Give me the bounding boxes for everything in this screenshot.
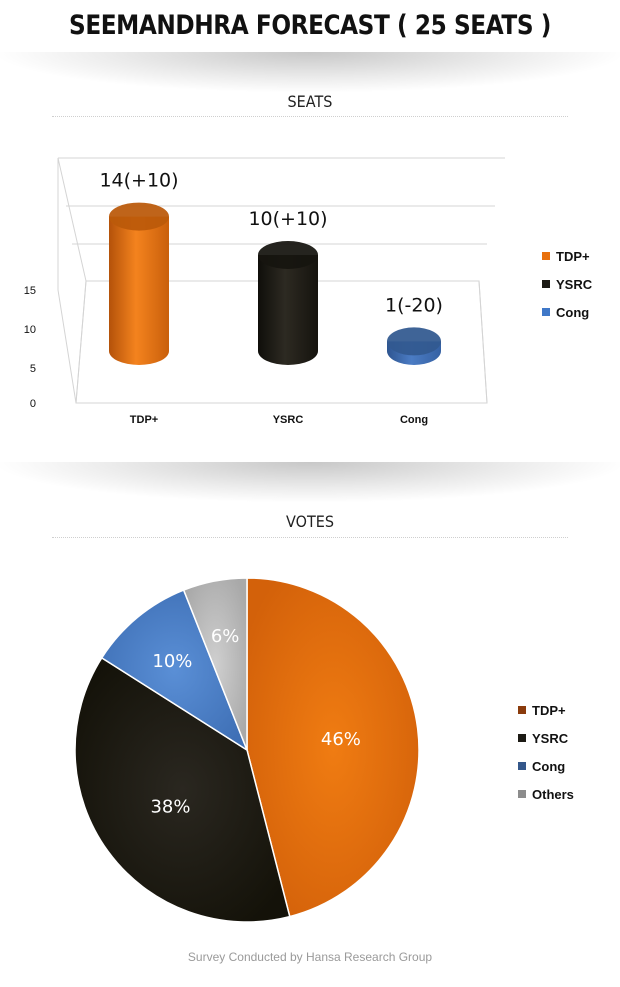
- bar-top: [258, 241, 318, 269]
- seats-divider: [52, 116, 568, 117]
- bar-data-label: 14(+10): [99, 170, 178, 192]
- bar-data-label: 10(+10): [248, 208, 327, 230]
- x-category-label: TDP+: [130, 414, 158, 426]
- pie-slice-others: [182, 577, 248, 751]
- legend-label: YSRC: [556, 276, 593, 292]
- legend-label: Cong: [556, 304, 590, 320]
- seats-legend-item-cong: Cong: [542, 298, 592, 326]
- pie-slice-cong: [100, 589, 249, 752]
- pie-slice-tdp: [246, 577, 420, 918]
- bar-top-shade: [387, 327, 441, 356]
- votes-section-title: VOTES: [286, 512, 334, 531]
- votes-pie-chart: 46% 38% 10% 6%: [74, 577, 420, 923]
- seats-legend-item-tdp: TDP+: [542, 242, 592, 270]
- bar-cong: [387, 327, 441, 365]
- x-category-label: YSRC: [273, 414, 304, 426]
- seats-bar-chart: 0 5 10 15 14(+10) TDP+ 10(+10) YSRC 1(-20) Cong: [24, 157, 505, 426]
- bar-tdp: [109, 202, 169, 365]
- bar-data-label: 1(-20): [385, 294, 443, 316]
- bar-body: [258, 255, 318, 365]
- legend-swatch: [518, 706, 526, 714]
- title-shadow: [0, 52, 620, 92]
- bar-top-shade: [109, 202, 169, 231]
- x-category-label: Cong: [400, 414, 428, 426]
- votes-legend-item-cong: Cong: [518, 752, 574, 780]
- pie-data-label: 46%: [321, 729, 361, 750]
- votes-legend: TDP+ YSRC Cong Others: [518, 696, 574, 808]
- y-tick-label: 15: [24, 285, 36, 297]
- legend-swatch: [518, 790, 526, 798]
- pie-slice-ysrc: [74, 656, 291, 923]
- bar-top: [109, 202, 169, 231]
- chart-side-wall: [57, 157, 87, 404]
- y-tick-label: 10: [24, 324, 36, 336]
- votes-legend-item-tdp: TDP+: [518, 696, 574, 724]
- legend-label: YSRC: [532, 730, 569, 746]
- legend-swatch: [518, 762, 526, 770]
- votes-divider: [52, 537, 568, 538]
- section-shadow: [0, 462, 620, 502]
- legend-swatch: [518, 734, 526, 742]
- legend-swatch: [542, 308, 550, 316]
- legend-label: Others: [532, 786, 574, 802]
- votes-legend-item-ysrc: YSRC: [518, 724, 574, 752]
- seats-legend-item-ysrc: YSRC: [542, 270, 592, 298]
- bar-top: [387, 327, 441, 356]
- seats-section-title: SEATS: [287, 92, 333, 111]
- seats-legend: TDP+ YSRC Cong: [542, 242, 592, 326]
- legend-label: TDP+: [532, 702, 566, 718]
- y-tick-label: 5: [30, 363, 36, 375]
- pie-data-label: 10%: [152, 651, 192, 672]
- page-title: SEEMANDHRA FORECAST ( 25 SEATS ): [69, 10, 551, 41]
- bar-body: [109, 216, 169, 365]
- legend-label: Cong: [532, 758, 566, 774]
- pie-data-label: 6%: [211, 626, 240, 647]
- legend-swatch: [542, 280, 550, 288]
- legend-label: TDP+: [556, 248, 590, 264]
- bar-ysrc: [258, 241, 318, 365]
- pie-data-label: 38%: [150, 797, 190, 818]
- survey-credit: Survey Conducted by Hansa Research Group: [187, 950, 433, 964]
- bar-top-shade: [258, 241, 318, 269]
- legend-swatch: [542, 252, 550, 260]
- votes-legend-item-others: Others: [518, 780, 574, 808]
- y-tick-label: 0: [30, 398, 36, 410]
